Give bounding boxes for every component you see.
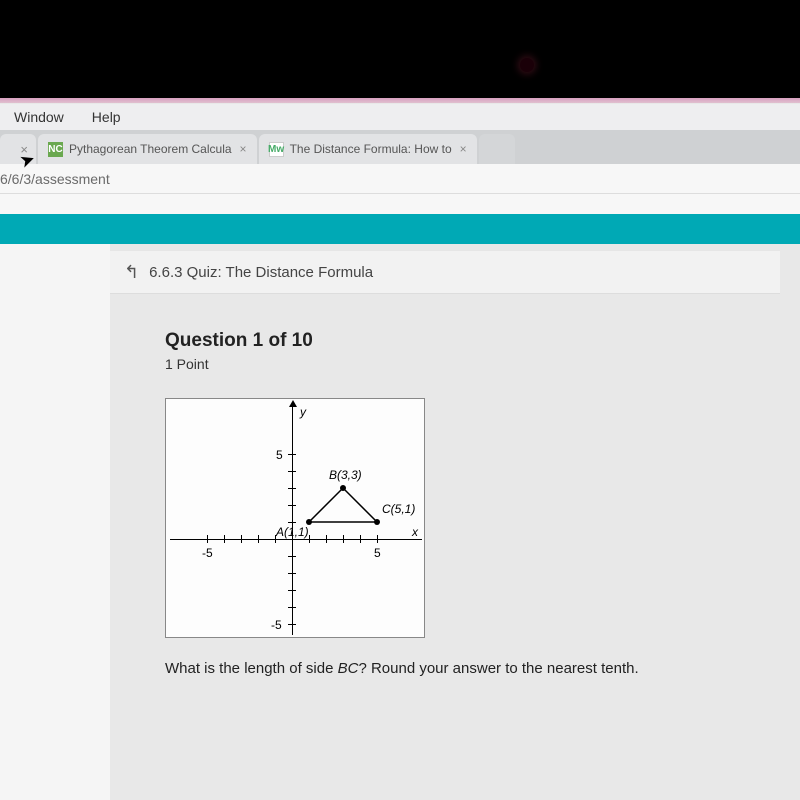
question-points: 1 Point xyxy=(165,356,740,372)
tick xyxy=(326,535,327,543)
point-c-label: C(5,1) xyxy=(382,502,415,516)
os-menu-bar: Window Help xyxy=(0,104,800,130)
coordinate-graph: -5 5 5 -5 y x A(1,1) B(3,3) xyxy=(165,398,425,638)
close-icon[interactable]: × xyxy=(240,142,247,156)
tick-y-5 xyxy=(288,454,296,455)
point-a-label: A(1,1) xyxy=(276,525,309,539)
tick xyxy=(288,590,296,591)
tick xyxy=(288,607,296,608)
address-text: 6/6/3/assessment xyxy=(0,171,110,187)
tick-y-neg5 xyxy=(288,624,296,625)
tick-label-neg5y: -5 xyxy=(271,618,282,632)
tick xyxy=(309,535,310,543)
tick-label-5y: 5 xyxy=(276,448,283,462)
address-bar[interactable]: 6/6/3/assessment xyxy=(0,164,800,194)
question-header: Question 1 of 10 1 Point xyxy=(165,330,740,372)
edge-glow xyxy=(0,98,800,103)
tick xyxy=(224,535,225,543)
tick xyxy=(288,471,296,472)
tick xyxy=(241,535,242,543)
back-arrow-icon[interactable]: ↰ xyxy=(124,262,139,283)
tick xyxy=(288,522,296,523)
tick xyxy=(288,556,296,557)
tick xyxy=(288,488,296,489)
tick xyxy=(343,535,344,543)
tab-label: Pythagorean Theorem Calcula xyxy=(69,142,232,156)
close-icon[interactable]: × xyxy=(460,142,467,156)
browser-tab-bar: × NC Pythagorean Theorem Calcula × Mw Th… xyxy=(0,130,800,164)
point-c xyxy=(374,519,380,525)
menu-window[interactable]: Window xyxy=(0,109,78,125)
left-gutter xyxy=(0,244,110,800)
favicon-icon: NC xyxy=(48,142,63,157)
question-prompt: What is the length of side BC? Round you… xyxy=(165,660,740,677)
y-axis-label: y xyxy=(300,405,306,419)
arrow-up-icon xyxy=(289,400,297,407)
y-axis xyxy=(292,403,293,635)
prompt-post: ? Round your answer to the nearest tenth… xyxy=(358,660,638,677)
question-content: Question 1 of 10 1 Point -5 5 5 -5 y xyxy=(165,300,740,677)
tick xyxy=(258,535,259,543)
camera-dot xyxy=(520,58,534,72)
tab-pythagorean[interactable]: NC Pythagorean Theorem Calcula × xyxy=(38,134,257,164)
teal-header-band xyxy=(0,214,800,244)
quiz-title-bar: ↰ 6.6.3 Quiz: The Distance Formula xyxy=(110,250,780,294)
bezel xyxy=(0,0,800,100)
x-axis-label: x xyxy=(412,525,418,539)
tick xyxy=(288,573,296,574)
point-b-label: B(3,3) xyxy=(329,468,362,482)
triangle-shape xyxy=(166,399,426,639)
tick xyxy=(288,505,296,506)
tick-x-neg5 xyxy=(207,535,208,543)
question-number: Question 1 of 10 xyxy=(165,330,740,352)
quiz-title: 6.6.3 Quiz: The Distance Formula xyxy=(149,264,373,281)
tick-label-5x: 5 xyxy=(374,546,381,560)
new-tab-button[interactable] xyxy=(479,134,515,164)
tick-label-neg5x: -5 xyxy=(202,546,213,560)
menu-help[interactable]: Help xyxy=(78,109,135,125)
tab-label: The Distance Formula: How to xyxy=(290,142,452,156)
prompt-pre: What is the length of side xyxy=(165,660,338,677)
point-b xyxy=(340,485,346,491)
tab-distance-formula[interactable]: Mw The Distance Formula: How to × xyxy=(259,134,477,164)
tick-x-5 xyxy=(377,535,378,543)
page-gap xyxy=(0,194,800,214)
tick xyxy=(360,535,361,543)
favicon-icon: Mw xyxy=(269,142,284,157)
prompt-var: BC xyxy=(338,660,359,677)
